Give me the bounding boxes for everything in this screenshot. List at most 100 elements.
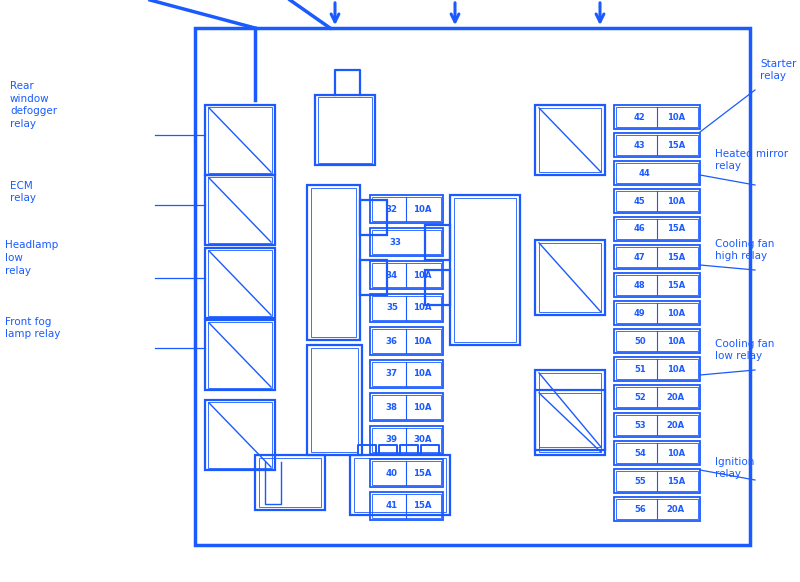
Bar xyxy=(370,261,443,289)
Text: Rear
window
defogger
relay: Rear window defogger relay xyxy=(10,81,57,129)
Bar xyxy=(539,108,601,172)
Text: Heated mirror
relay: Heated mirror relay xyxy=(715,148,788,172)
Bar xyxy=(360,260,387,295)
Bar xyxy=(539,243,601,312)
Text: 33: 33 xyxy=(390,237,402,247)
Bar xyxy=(614,329,700,353)
Bar xyxy=(616,219,698,239)
Bar xyxy=(614,217,700,241)
Text: Starter
relay: Starter relay xyxy=(760,59,796,81)
Bar xyxy=(614,441,700,465)
Bar xyxy=(425,270,450,305)
Text: 10A: 10A xyxy=(414,204,432,214)
Text: 35: 35 xyxy=(386,303,398,313)
Bar xyxy=(535,370,605,450)
Bar xyxy=(373,197,441,221)
Text: 39: 39 xyxy=(386,435,398,445)
Text: 54: 54 xyxy=(634,449,646,457)
Bar xyxy=(616,247,698,267)
Text: ECM
relay: ECM relay xyxy=(10,180,36,203)
Bar xyxy=(350,455,450,515)
Text: 55: 55 xyxy=(634,477,646,485)
Bar xyxy=(373,494,441,518)
Bar xyxy=(208,178,272,243)
Bar xyxy=(616,471,698,491)
Text: 52: 52 xyxy=(634,392,646,402)
Text: Front fog
lamp relay: Front fog lamp relay xyxy=(5,317,60,339)
Bar xyxy=(205,320,275,390)
Bar xyxy=(616,303,698,323)
Bar xyxy=(614,385,700,409)
Bar xyxy=(370,492,443,520)
Bar xyxy=(614,497,700,521)
Text: 20A: 20A xyxy=(667,505,685,513)
Text: Ignition
relay: Ignition relay xyxy=(715,457,754,480)
Bar xyxy=(614,413,700,437)
Bar xyxy=(373,461,441,485)
Bar xyxy=(614,189,700,213)
Bar xyxy=(614,105,700,129)
Bar xyxy=(208,402,272,468)
Bar xyxy=(259,458,321,507)
Text: 10A: 10A xyxy=(414,403,432,411)
Text: 53: 53 xyxy=(634,421,646,430)
Bar xyxy=(315,95,375,165)
Bar xyxy=(370,327,443,355)
Text: 37: 37 xyxy=(386,370,398,378)
Text: 34: 34 xyxy=(386,271,398,279)
Text: 40: 40 xyxy=(386,469,398,477)
Bar xyxy=(370,426,443,454)
Text: 10A: 10A xyxy=(414,370,432,378)
Text: 10A: 10A xyxy=(414,271,432,279)
Text: 15A: 15A xyxy=(666,253,685,261)
Text: 10A: 10A xyxy=(667,336,685,346)
Bar xyxy=(614,133,700,157)
Bar xyxy=(370,294,443,322)
Text: 46: 46 xyxy=(634,225,646,233)
Bar xyxy=(616,163,698,183)
Text: 10A: 10A xyxy=(667,197,685,205)
Text: 50: 50 xyxy=(634,336,646,346)
Bar xyxy=(616,331,698,352)
Bar xyxy=(614,245,700,269)
Text: 51: 51 xyxy=(634,364,646,374)
Bar xyxy=(616,443,698,463)
Bar xyxy=(373,428,441,452)
Bar xyxy=(616,387,698,407)
Bar xyxy=(370,195,443,223)
Text: 10A: 10A xyxy=(414,336,432,346)
Text: 15A: 15A xyxy=(414,469,432,477)
Text: 15A: 15A xyxy=(666,140,685,150)
Text: Cooling fan
high relay: Cooling fan high relay xyxy=(715,239,774,261)
Text: 10A: 10A xyxy=(667,308,685,318)
Bar xyxy=(616,191,698,211)
Text: 44: 44 xyxy=(638,169,650,178)
Bar xyxy=(205,175,275,245)
Bar xyxy=(614,161,700,185)
Bar xyxy=(205,105,275,175)
Text: Headlamp
low
relay: Headlamp low relay xyxy=(5,240,58,276)
Bar xyxy=(425,225,450,260)
Bar xyxy=(307,345,362,455)
Bar xyxy=(535,240,605,315)
Text: 56: 56 xyxy=(634,505,646,513)
Bar xyxy=(616,135,698,155)
Bar xyxy=(614,273,700,297)
Text: 20A: 20A xyxy=(667,421,685,430)
Bar xyxy=(370,360,443,388)
Text: 10A: 10A xyxy=(667,449,685,457)
Bar xyxy=(373,395,441,419)
Text: 15A: 15A xyxy=(666,225,685,233)
Text: 42: 42 xyxy=(634,112,646,122)
Bar xyxy=(373,362,441,386)
Bar xyxy=(311,188,356,337)
Text: 45: 45 xyxy=(634,197,646,205)
Bar xyxy=(208,322,272,388)
Bar xyxy=(205,248,275,318)
Bar xyxy=(373,296,441,320)
Bar xyxy=(535,105,605,175)
Bar xyxy=(616,275,698,295)
Bar xyxy=(614,357,700,381)
Text: 47: 47 xyxy=(634,253,646,261)
Text: 38: 38 xyxy=(386,403,398,411)
